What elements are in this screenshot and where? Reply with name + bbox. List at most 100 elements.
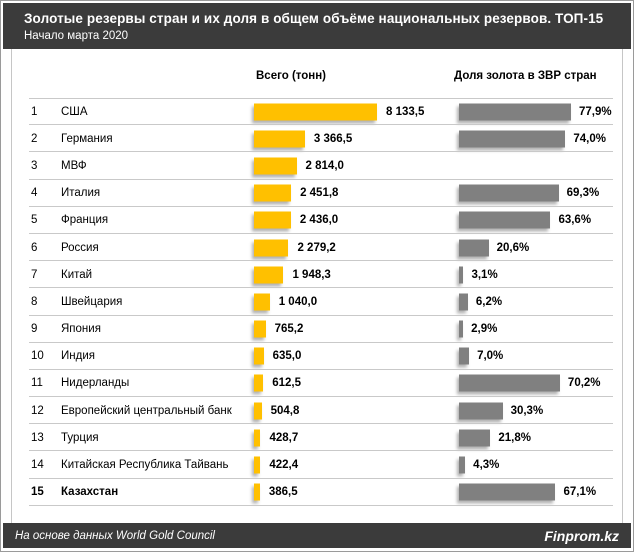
table-row: 1 США 8 133,5 77,9% (1, 98, 633, 126)
footer-band: На основе данных World Gold Council Finp… (3, 523, 631, 548)
tonnes-value: 2 814,0 (305, 159, 344, 172)
rank-label: 12 (31, 404, 44, 417)
rank-label: 13 (31, 431, 44, 444)
share-value: 74,0% (573, 132, 606, 145)
country-label: Германия (61, 132, 113, 145)
share-value: 21,8% (498, 431, 531, 444)
table-row: 6 Россия 2 279,2 20,6% (1, 234, 633, 262)
tonnes-value: 428,7 (269, 431, 299, 444)
table-row: 13 Турция 428,7 21,8% (1, 424, 633, 452)
tonnes-value: 635,0 (272, 350, 302, 363)
share-value: 2,9% (471, 323, 498, 336)
rank-label: 1 (31, 105, 38, 118)
table-row: 10 Индия 635,0 7,0% (1, 343, 633, 371)
page-subtitle: Начало марта 2020 (24, 30, 129, 42)
tonnes-bar (254, 483, 260, 501)
tonnes-value: 8 133,5 (386, 105, 425, 118)
tonnes-bar (254, 266, 284, 284)
source-note: На основе данных World Gold Council (15, 529, 215, 542)
country-label: Нидерланды (61, 377, 130, 390)
share-value: 69,3% (566, 187, 600, 200)
country-label: МВФ (61, 159, 87, 172)
table-row: 7 Китай 1 948,3 3,1% (1, 261, 633, 289)
tonnes-bar (254, 184, 292, 202)
country-label: Европейский центральный банк (61, 404, 232, 417)
tonnes-bar (254, 130, 305, 148)
share-bar (459, 402, 503, 420)
tonnes-value: 3 366,5 (313, 132, 353, 145)
tonnes-bar (254, 157, 297, 175)
rank-label: 11 (31, 377, 43, 390)
tonnes-bar (254, 347, 264, 365)
tonnes-bar (254, 320, 266, 338)
rank-label: 10 (31, 350, 44, 363)
share-bar (459, 266, 464, 284)
plot-left-border (11, 49, 12, 523)
page-title: Золотые резервы стран и их доля в общем … (24, 11, 604, 26)
table-row: 2 Германия 3 366,5 74,0% (1, 125, 633, 153)
rank-label: 6 (31, 241, 38, 254)
tonnes-value: 765,2 (274, 323, 304, 336)
rank-label: 14 (31, 459, 44, 472)
header-band: Золотые резервы стран и их доля в общем … (3, 3, 631, 49)
table-row: 4 Италия 2 451,8 69,3% (1, 180, 633, 207)
table-row: 8 Швейцария 1 040,0 6,2% (1, 288, 633, 316)
rank-label: 8 (31, 295, 38, 308)
share-value: 6,2% (475, 295, 503, 308)
country-label: Китайская Республика Тайвань (61, 459, 229, 472)
table-row: 14 Китайская Республика Тайвань 422,4 4,… (1, 451, 633, 479)
brand-logo: Finprom.kz (544, 527, 619, 544)
plot-right-border (622, 49, 623, 523)
share-value: 3,1% (471, 268, 498, 281)
tonnes-bar (254, 456, 261, 474)
share-bar (459, 103, 571, 121)
share-value: 30,3% (510, 404, 544, 417)
share-bar (459, 211, 551, 229)
tonnes-value: 612,5 (272, 377, 302, 390)
rank-label: 2 (31, 132, 38, 145)
share-bar (459, 347, 470, 365)
table-row: 3 МВФ 2 814,0 (1, 152, 633, 180)
country-label: США (61, 105, 88, 118)
share-value: 77,9% (579, 105, 612, 118)
country-label: Казахстан (61, 486, 119, 499)
tonnes-value: 1 040,0 (278, 295, 318, 308)
table-row: 12 Европейский центральный банк 504,8 30… (1, 397, 633, 425)
tonnes-value: 2 451,8 (300, 187, 339, 200)
column-header-share: Доля золота в ЗВР стран (454, 70, 597, 82)
tonnes-value: 422,4 (269, 459, 299, 472)
share-bar (459, 293, 468, 311)
table-row: 15 Казахстан 386,5 67,1% (1, 479, 633, 507)
tonnes-value: 386,5 (268, 486, 298, 499)
country-label: Россия (61, 241, 99, 254)
tonnes-value: 1 948,3 (292, 268, 331, 281)
rank-label: 4 (31, 187, 38, 200)
table-row: 11 Нидерланды 612,5 70,2% (1, 370, 633, 398)
share-value: 20,6% (496, 241, 530, 254)
share-bar (459, 320, 464, 338)
tonnes-bar (254, 239, 289, 257)
share-bar (459, 239, 489, 257)
ranking-table: 1 США 8 133,5 77,9% 2 Германия 3 366,5 7… (1, 98, 633, 507)
table-row: 5 Франция 2 436,0 63,6% (1, 207, 633, 235)
tonnes-value: 2 436,0 (299, 214, 339, 227)
share-value: 67,1% (563, 486, 597, 499)
column-header-tonnes: Всего (тонн) (256, 70, 327, 82)
country-label: Турция (61, 431, 99, 444)
rank-label: 3 (31, 159, 38, 172)
share-bar (459, 184, 559, 202)
tonnes-bar (254, 429, 261, 447)
share-bar (459, 429, 491, 447)
country-label: Швейцария (61, 295, 123, 308)
share-bar (459, 456, 466, 474)
share-bar (459, 483, 556, 501)
table-row: 9 Япония 765,2 2,9% (1, 316, 633, 343)
tonnes-bar (254, 103, 377, 121)
rank-label: 9 (31, 323, 38, 336)
share-value: 7,0% (477, 350, 504, 363)
country-label: Индия (61, 350, 95, 363)
share-value: 63,6% (558, 214, 592, 227)
country-label: Италия (61, 187, 101, 200)
country-label: Япония (61, 323, 101, 336)
